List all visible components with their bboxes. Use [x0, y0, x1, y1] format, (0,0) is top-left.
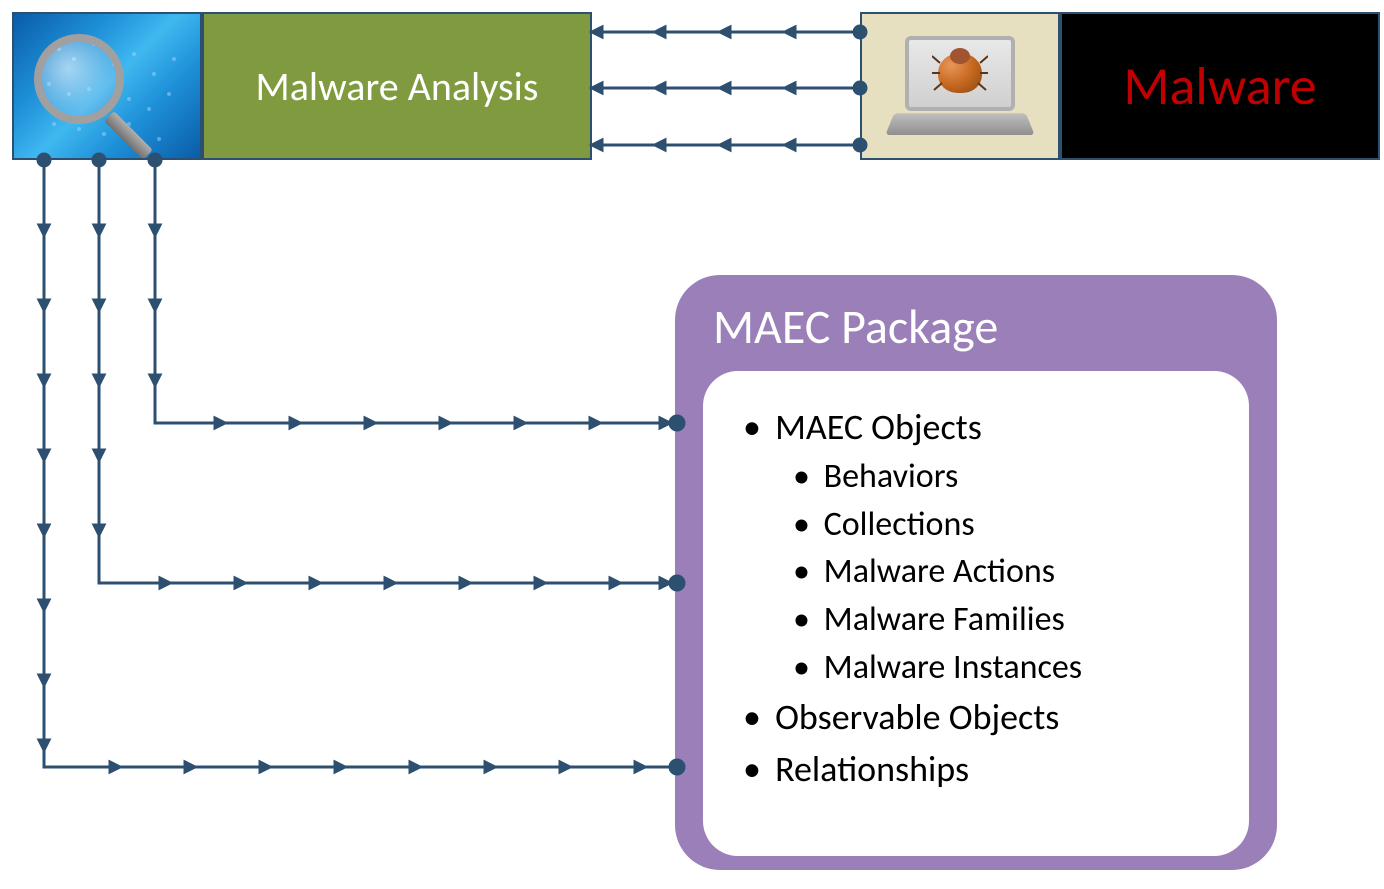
magnifying-glass-icon [34, 34, 124, 124]
arrow-analysis-to-package [38, 154, 684, 774]
package-subitem: Malware Families [793, 596, 1209, 644]
package-subitem: Collections [793, 501, 1209, 549]
package-subitem: Malware Actions [793, 548, 1209, 596]
package-content: MAEC Objects Behaviors Collections Malwa… [703, 371, 1249, 856]
maec-package-box: MAEC Package MAEC Objects Behaviors Coll… [675, 275, 1277, 870]
package-subitem: Malware Instances [793, 644, 1209, 692]
malware-analysis-label: Malware Analysis [256, 62, 539, 111]
malware-box: Malware [1060, 12, 1380, 160]
arrow-malware-to-analysis [592, 26, 866, 151]
malware-analysis-box: Malware Analysis [202, 12, 592, 160]
package-item: Relationships [743, 743, 1209, 795]
package-item: Observable Objects [743, 691, 1209, 743]
laptop-bug-icon [890, 36, 1030, 136]
malware-image [860, 12, 1060, 160]
package-subitem: Behaviors [793, 453, 1209, 501]
package-item: MAEC Objects Behaviors Collections Malwa… [743, 401, 1209, 691]
malware-label: Malware [1123, 53, 1316, 119]
package-title: MAEC Package [703, 297, 1249, 356]
analysis-image [12, 12, 202, 160]
